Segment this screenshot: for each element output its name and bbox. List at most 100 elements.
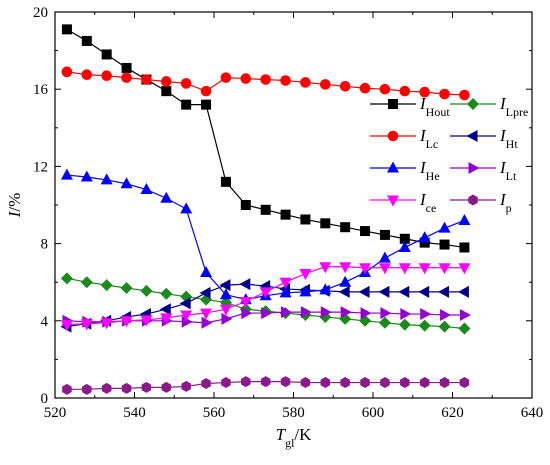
point-Hout xyxy=(201,99,212,110)
point-p xyxy=(141,381,152,393)
legend-label-sub: Lc xyxy=(426,137,439,151)
legend-item-Ht: IHt xyxy=(450,126,518,151)
x-tick-label: 600 xyxy=(362,405,385,421)
point-ce xyxy=(378,263,391,275)
point-Lc xyxy=(339,81,351,92)
point-ce xyxy=(279,277,292,289)
point-p xyxy=(280,376,291,388)
point-ce xyxy=(180,310,193,322)
point-Lpre xyxy=(80,276,93,289)
point-p xyxy=(201,378,211,390)
point-p xyxy=(380,377,390,389)
point-ce xyxy=(319,262,332,274)
point-ce xyxy=(418,263,431,275)
y-tick-label: 16 xyxy=(33,82,49,98)
point-Hout xyxy=(280,209,291,220)
point-ce xyxy=(100,318,113,330)
legend-label: IHout xyxy=(419,94,450,119)
point-ce xyxy=(140,315,153,327)
point-Hout xyxy=(61,24,72,35)
legend-marker xyxy=(468,162,480,174)
point-Lt xyxy=(400,308,412,321)
legend-label-sub: Lpre xyxy=(506,105,529,119)
point-He xyxy=(398,240,411,252)
legend-item-ce: Ice xyxy=(370,190,436,215)
point-Hout xyxy=(459,242,470,253)
y-axis-title-unit: /% xyxy=(5,193,24,212)
point-Lt xyxy=(380,307,392,320)
legend-marker xyxy=(466,130,478,142)
point-p xyxy=(241,376,251,388)
point-Lpre xyxy=(160,287,173,300)
point-He xyxy=(279,286,292,298)
point-Lpre xyxy=(100,279,113,292)
point-He xyxy=(219,288,232,300)
legend-label-main: I xyxy=(499,158,507,177)
point-Lc xyxy=(359,82,371,94)
legend-marker xyxy=(467,98,479,110)
point-Hout xyxy=(320,218,331,229)
point-Lc xyxy=(180,78,192,89)
point-Hout xyxy=(181,99,192,110)
point-p xyxy=(260,376,271,388)
x-axis-title-unit: /K xyxy=(294,425,312,444)
point-p xyxy=(419,377,430,389)
legend-marker xyxy=(387,195,399,207)
point-Lc xyxy=(81,69,93,81)
point-Hout xyxy=(399,233,410,244)
point-Lc xyxy=(240,73,252,84)
point-Lc xyxy=(280,75,291,86)
point-p xyxy=(340,377,350,389)
y-axis-title-main: I xyxy=(5,210,24,218)
point-ce xyxy=(219,304,232,316)
point-Lt xyxy=(261,307,273,320)
point-He xyxy=(200,266,213,278)
point-He xyxy=(140,183,153,195)
point-He xyxy=(180,202,193,214)
point-Lc xyxy=(200,85,212,97)
x-axis-title-sub: gl xyxy=(285,436,295,450)
y-tick-label: 0 xyxy=(41,391,49,407)
point-Ht xyxy=(378,285,390,298)
legend-item-Lc: ILc xyxy=(370,126,438,151)
point-Ht xyxy=(199,286,211,299)
point-Ht xyxy=(219,279,231,292)
point-Ht xyxy=(358,285,370,298)
x-tick-label: 640 xyxy=(521,405,544,421)
point-Ht xyxy=(338,285,350,298)
point-Ht xyxy=(179,297,191,310)
point-p xyxy=(439,377,450,389)
point-Lt xyxy=(181,315,193,328)
point-Lc xyxy=(220,72,232,83)
point-Lc xyxy=(121,72,132,83)
point-p xyxy=(221,377,231,389)
point-Lt xyxy=(281,306,293,319)
point-Lc xyxy=(101,70,112,81)
point-Lc xyxy=(300,77,311,88)
point-Ht xyxy=(438,285,450,298)
legend-label-sub: Ht xyxy=(506,137,519,151)
point-p xyxy=(161,381,172,393)
legend-label: Ice xyxy=(419,190,436,215)
legend-label-sub: p xyxy=(506,201,512,215)
legend-label: Ip xyxy=(499,190,512,215)
point-Hout xyxy=(161,86,172,97)
point-ce xyxy=(60,320,73,332)
point-p xyxy=(181,380,191,392)
point-Lt xyxy=(360,307,372,320)
point-He xyxy=(418,231,431,243)
point-Lpre xyxy=(120,281,133,294)
point-p xyxy=(360,377,370,389)
point-p xyxy=(101,382,112,394)
legend-label-main: I xyxy=(419,94,427,113)
legend-label: IHe xyxy=(419,158,440,183)
point-Lpre xyxy=(398,318,411,331)
point-Ht xyxy=(457,285,469,298)
point-Hout xyxy=(379,229,390,240)
point-Hout xyxy=(439,239,450,250)
x-axis-title-main: T xyxy=(276,425,287,444)
x-tick-label: 560 xyxy=(203,405,226,421)
point-Hout xyxy=(260,204,271,215)
